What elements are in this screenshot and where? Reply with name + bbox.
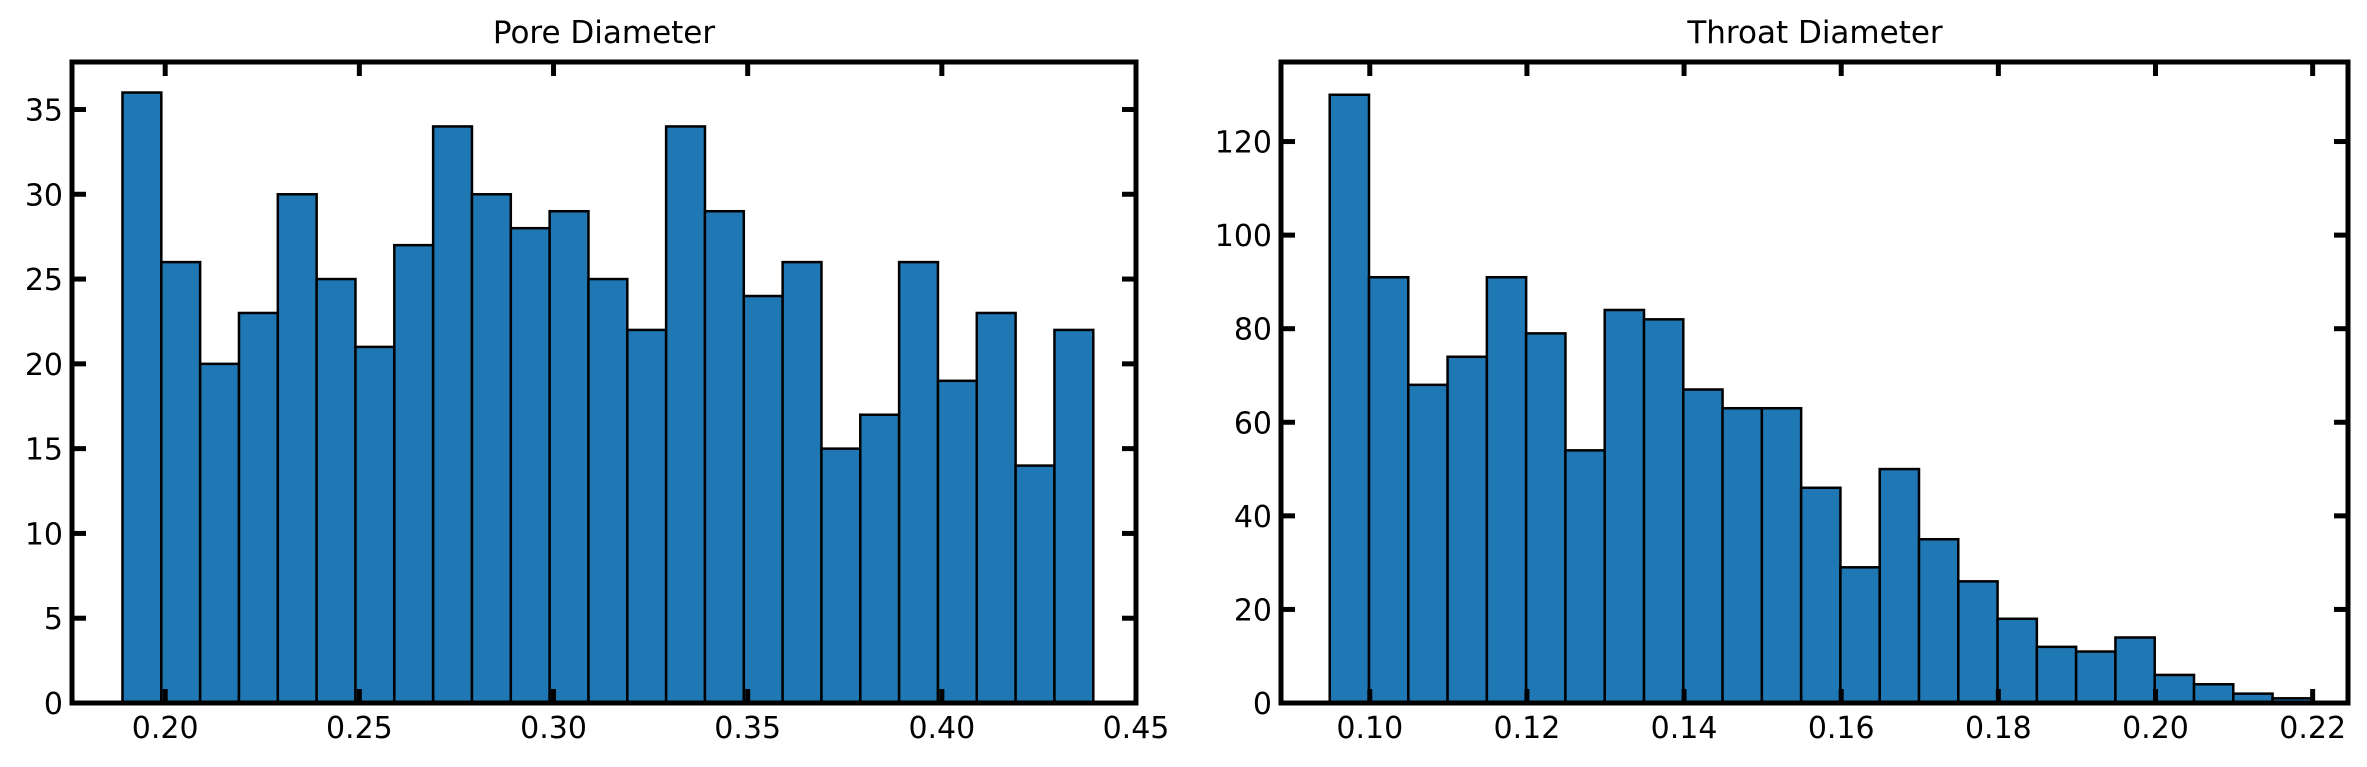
x-tick-label: 0.40: [908, 711, 975, 746]
y-tick-label: 20: [1234, 593, 1272, 628]
panel-pore-diameter: Pore Diameter 0 5 10 15 20 25 30 35 0.20 0.25 0.3…: [25, 15, 1170, 746]
histogram-bar: [820, 447, 862, 705]
histogram-bar: [1446, 355, 1489, 705]
histogram-bar: [1564, 449, 1606, 705]
x-tick-label: 0.45: [1103, 711, 1170, 746]
plot-frame: [69, 59, 1139, 706]
histogram-bar: [975, 311, 1017, 705]
histogram-bar: [1053, 328, 1095, 705]
histogram-bar: [2153, 673, 2196, 705]
histogram-bar: [897, 260, 940, 705]
histogram-bar: [1328, 93, 1371, 705]
y-tick-label: 30: [25, 178, 63, 213]
y-tick-label: 60: [1234, 406, 1272, 441]
histogram-bar: [431, 125, 474, 705]
histogram-bar: [198, 362, 241, 705]
histogram-bar: [1485, 275, 1528, 705]
y-tick-label: 40: [1234, 500, 1272, 535]
histogram-bar: [160, 260, 202, 705]
x-tick-label: 0.10: [1336, 711, 1403, 746]
x-tick-label: 0.14: [1651, 711, 1718, 746]
y-tick-label: 5: [44, 602, 63, 637]
y-axis: 0 20 40 60 80 100 120: [1215, 126, 2348, 722]
plot-frame: [1278, 59, 2351, 706]
y-tick-label: 10: [25, 517, 63, 552]
histogram-bar: [1642, 318, 1685, 705]
histogram-bar: [1878, 467, 1921, 705]
histogram-bar: [315, 277, 357, 705]
chart-title: Throat Diameter: [1686, 15, 1943, 51]
histogram-bar: [1721, 406, 1764, 705]
histogram-bar: [548, 209, 590, 705]
x-tick-label: 0.18: [1965, 711, 2032, 746]
histogram-bar: [1603, 308, 1646, 705]
histogram-bar: [1839, 566, 1881, 705]
histogram-bar: [742, 294, 784, 705]
y-tick-label: 25: [25, 263, 63, 298]
x-tick-label: 0.35: [714, 711, 781, 746]
y-tick-label: 0: [1253, 687, 1272, 722]
histogram-bar: [703, 209, 746, 705]
histogram-bar: [936, 379, 979, 705]
histogram-bar: [664, 125, 707, 705]
x-axis: 0.20 0.25 0.30 0.35 0.40 0.45: [132, 62, 1170, 746]
x-axis: 0.10 0.12 0.14 0.16 0.18 0.20 0.22: [1336, 62, 2346, 746]
histogram-bar: [121, 91, 163, 705]
y-tick-label: 80: [1234, 313, 1272, 348]
x-tick-label: 0.22: [2279, 711, 2346, 746]
histogram-bar: [1407, 383, 1449, 705]
histogram-bar: [1957, 580, 1999, 705]
histogram-bar: [509, 226, 551, 705]
histogram-bar: [2192, 683, 2235, 705]
y-tick-label: 20: [25, 348, 63, 383]
histogram-bar: [1760, 406, 1803, 705]
histogram-bar: [2035, 645, 2078, 705]
histogram-bar: [2114, 636, 2156, 705]
x-tick-label: 0.16: [1808, 711, 1875, 746]
y-tick-label: 35: [25, 93, 63, 128]
x-tick-label: 0.20: [2122, 711, 2189, 746]
histogram-bar: [276, 193, 318, 705]
histogram-bars: [1328, 93, 2314, 705]
histogram-bar: [237, 311, 280, 705]
histogram-bar: [1799, 486, 1842, 705]
histogram-bars: [121, 91, 1095, 705]
histogram-bar: [587, 277, 629, 705]
histogram-bar: [781, 260, 823, 705]
histogram-bar: [354, 345, 396, 705]
x-tick-label: 0.12: [1494, 711, 1561, 746]
histogram-bar: [1917, 537, 1960, 705]
histogram-bar: [1524, 332, 1567, 705]
histogram-bar: [2074, 650, 2117, 705]
y-tick-label: 120: [1215, 126, 1272, 161]
histogram-bar: [470, 193, 513, 705]
y-tick-label: 15: [25, 433, 63, 468]
panel-throat-diameter: Throat Diameter 0 20 40 60 80 100 120 0.10 0.12…: [1215, 15, 2351, 746]
histogram-bar: [393, 243, 435, 705]
histogram-bar: [859, 413, 901, 705]
x-tick-label: 0.25: [326, 711, 393, 746]
x-tick-label: 0.30: [520, 711, 587, 746]
histogram-bar: [1014, 464, 1056, 705]
histogram-bar: [1996, 617, 2039, 705]
y-tick-label: 0: [44, 687, 63, 722]
histogram-bar: [626, 328, 668, 705]
y-tick-label: 100: [1215, 219, 1272, 254]
chart-title: Pore Diameter: [493, 15, 716, 51]
histogram-bar: [1682, 388, 1724, 705]
x-tick-label: 0.20: [132, 711, 199, 746]
histogram-bar: [1367, 275, 1410, 705]
